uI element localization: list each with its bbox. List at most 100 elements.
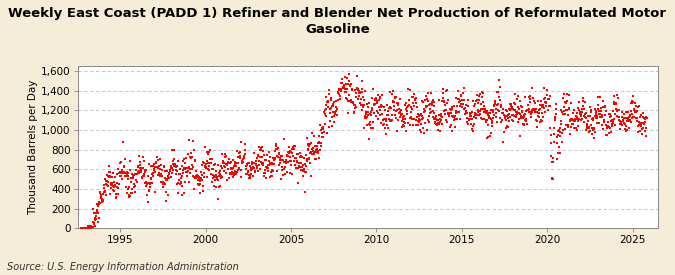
Point xyxy=(119,170,130,174)
Point xyxy=(478,103,489,108)
Point xyxy=(211,185,221,189)
Point xyxy=(83,224,94,229)
Point xyxy=(424,114,435,119)
Point xyxy=(595,95,605,99)
Point xyxy=(487,116,498,121)
Point xyxy=(398,119,409,124)
Point xyxy=(638,115,649,119)
Point xyxy=(288,144,298,149)
Point xyxy=(443,114,454,118)
Point xyxy=(629,109,640,114)
Point xyxy=(238,156,249,160)
Point xyxy=(242,163,252,167)
Point xyxy=(509,101,520,105)
Point xyxy=(583,126,593,130)
Point xyxy=(146,175,157,180)
Point xyxy=(579,112,590,116)
Point xyxy=(603,131,614,135)
Point xyxy=(568,119,579,123)
Point xyxy=(330,109,341,114)
Point xyxy=(288,153,299,158)
Point xyxy=(553,151,564,155)
Point xyxy=(216,164,227,168)
Point xyxy=(495,98,506,103)
Point xyxy=(547,177,558,181)
Point xyxy=(578,106,589,111)
Point xyxy=(294,165,305,169)
Point xyxy=(88,225,99,229)
Point xyxy=(182,174,192,178)
Point xyxy=(535,119,546,123)
Point xyxy=(197,188,208,193)
Point xyxy=(326,123,337,128)
Point xyxy=(415,113,426,117)
Point xyxy=(362,102,373,106)
Point xyxy=(391,116,402,120)
Point xyxy=(232,161,243,165)
Point xyxy=(494,84,505,89)
Point xyxy=(581,128,592,132)
Point xyxy=(560,127,570,131)
Point xyxy=(399,114,410,118)
Point xyxy=(451,109,462,113)
Point xyxy=(248,165,259,170)
Point xyxy=(259,174,269,178)
Point xyxy=(181,156,192,161)
Point xyxy=(333,90,344,94)
Point xyxy=(206,171,217,176)
Point xyxy=(598,120,609,124)
Point xyxy=(590,116,601,120)
Point xyxy=(500,114,510,119)
Point xyxy=(371,97,381,102)
Point xyxy=(585,113,595,118)
Point xyxy=(383,106,394,110)
Point xyxy=(630,103,641,108)
Point xyxy=(173,159,184,163)
Point xyxy=(619,127,630,132)
Point xyxy=(557,110,568,114)
Point xyxy=(526,108,537,112)
Point xyxy=(616,121,626,125)
Point xyxy=(479,110,490,115)
Point xyxy=(262,153,273,157)
Point xyxy=(258,163,269,167)
Point xyxy=(585,122,596,127)
Point xyxy=(473,98,484,102)
Point xyxy=(369,102,379,107)
Point xyxy=(264,175,275,179)
Point xyxy=(82,226,92,230)
Point xyxy=(501,125,512,130)
Point xyxy=(517,109,528,114)
Point xyxy=(487,108,498,112)
Point xyxy=(185,167,196,171)
Point xyxy=(587,118,598,122)
Point xyxy=(601,133,612,138)
Point xyxy=(448,115,459,119)
Point xyxy=(158,180,169,185)
Point xyxy=(315,128,326,133)
Point xyxy=(224,172,235,176)
Point xyxy=(350,95,361,99)
Point xyxy=(487,120,497,125)
Point xyxy=(99,186,109,190)
Point xyxy=(554,126,565,130)
Point xyxy=(360,114,371,118)
Point xyxy=(104,164,115,168)
Point xyxy=(387,113,398,117)
Point xyxy=(350,88,360,92)
Point xyxy=(248,151,259,155)
Point xyxy=(223,161,234,165)
Point xyxy=(580,111,591,115)
Point xyxy=(407,94,418,99)
Point xyxy=(373,104,384,109)
Point xyxy=(401,112,412,117)
Point xyxy=(328,109,339,114)
Point xyxy=(108,188,119,192)
Point xyxy=(323,98,333,103)
Point xyxy=(216,176,227,181)
Point xyxy=(267,156,278,161)
Point xyxy=(638,121,649,125)
Point xyxy=(406,115,416,119)
Point xyxy=(267,168,277,172)
Point xyxy=(572,110,583,115)
